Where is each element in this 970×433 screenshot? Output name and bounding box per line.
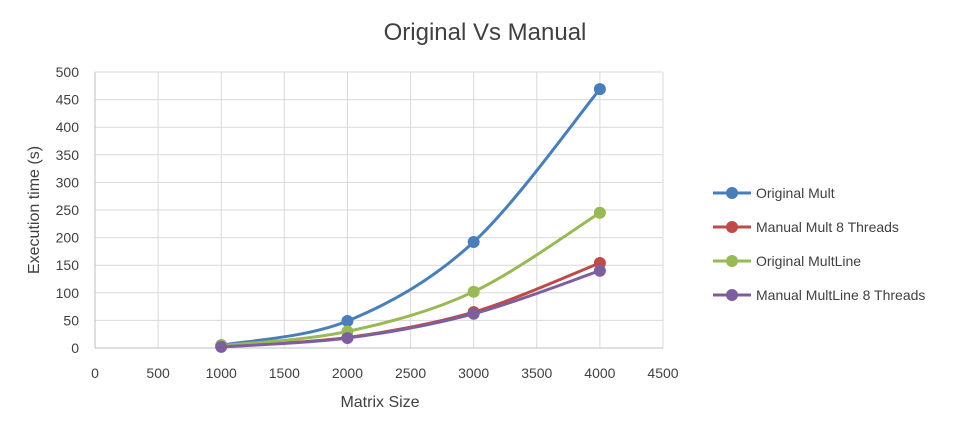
data-point xyxy=(215,340,228,353)
data-point xyxy=(593,264,606,277)
x-tick-label: 500 xyxy=(146,365,170,381)
legend-swatch-marker xyxy=(726,255,738,267)
x-tick-label: 2000 xyxy=(332,365,363,381)
y-tick-label: 100 xyxy=(56,285,80,301)
x-tick-labels: 0 500 1000 1500 2000 2500 3000 3500 4000 4500 xyxy=(91,365,679,381)
y-tick-label: 200 xyxy=(56,230,80,246)
axes xyxy=(94,72,663,349)
x-tick-label: 4500 xyxy=(647,365,678,381)
legend-swatch-marker xyxy=(726,289,738,301)
data-point xyxy=(467,307,480,320)
series-lines xyxy=(219,87,602,349)
legend-entry-3: Manual MultLine 8 Threads xyxy=(713,287,925,303)
y-tick-label: 500 xyxy=(56,64,80,80)
legend-label: Original Mult xyxy=(756,185,835,201)
x-tick-label: 1000 xyxy=(206,365,237,381)
x-tick-label: 3500 xyxy=(521,365,552,381)
y-tick-label: 400 xyxy=(56,119,80,135)
legend-entry-1: Manual Mult 8 Threads xyxy=(713,219,899,235)
series-line-2 xyxy=(219,211,602,348)
data-point xyxy=(341,332,354,345)
data-point xyxy=(593,83,606,96)
data-point xyxy=(341,314,354,327)
y-tick-label: 50 xyxy=(63,312,79,328)
y-tick-label: 250 xyxy=(56,202,80,218)
x-tick-label: 1500 xyxy=(269,365,300,381)
series-line-0 xyxy=(219,87,602,347)
y-tick-label: 350 xyxy=(56,147,80,163)
data-point xyxy=(593,206,606,219)
legend-label: Manual MultLine 8 Threads xyxy=(756,287,925,303)
y-tick-label: 150 xyxy=(56,257,80,273)
chart-title: Original Vs Manual xyxy=(384,19,587,46)
y-tick-label: 300 xyxy=(56,174,80,190)
y-tick-labels: 0 50 100 150 200 250 300 350 400 450 500 xyxy=(56,64,80,356)
legend-swatch-marker xyxy=(726,221,738,233)
legend-swatch-marker xyxy=(726,187,738,199)
x-tick-label: 2500 xyxy=(395,365,426,381)
y-tick-label: 450 xyxy=(56,92,80,108)
y-axis-label: Execution time (s) xyxy=(26,146,43,274)
legend: Original Mult Manual Mult 8 Threads Origin… xyxy=(713,185,925,303)
x-tick-label: 0 xyxy=(91,365,99,381)
legend-label: Manual Mult 8 Threads xyxy=(756,219,899,235)
x-axis-label: Matrix Size xyxy=(340,394,419,411)
x-tick-label: 3000 xyxy=(458,365,489,381)
legend-label: Original MultLine xyxy=(756,253,861,269)
y-tick-label: 0 xyxy=(71,340,79,356)
data-point xyxy=(467,285,480,298)
legend-entry-2: Original MultLine xyxy=(713,253,861,269)
x-tick-label: 4000 xyxy=(584,365,615,381)
data-point xyxy=(467,236,480,249)
series-line-3 xyxy=(219,269,602,349)
legend-entry-0: Original Mult xyxy=(713,185,835,201)
series-points xyxy=(215,83,606,353)
